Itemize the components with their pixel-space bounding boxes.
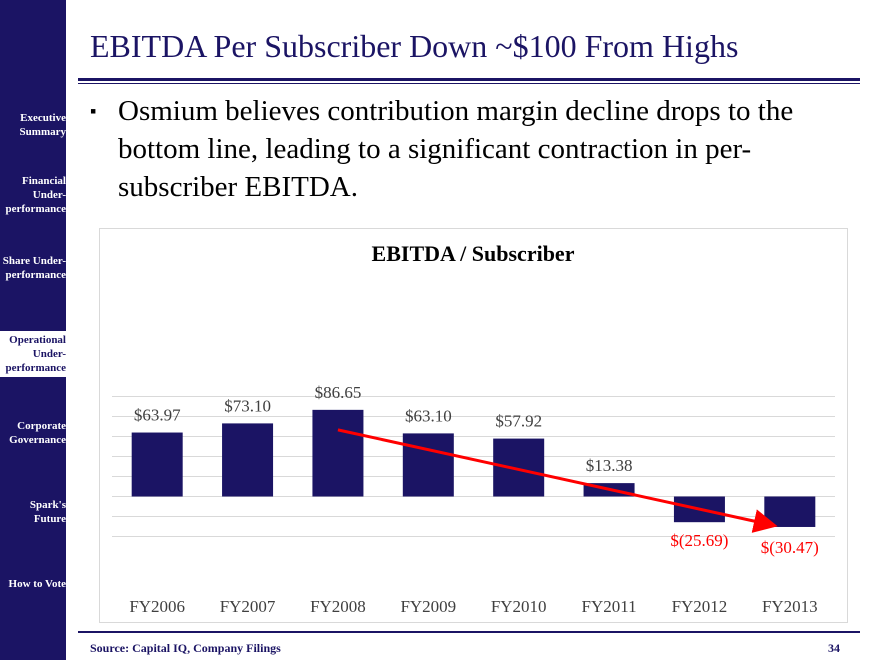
data-label-fy2011: $13.38 <box>586 456 633 475</box>
data-label-fy2010: $57.92 <box>495 412 542 431</box>
footer-divider <box>78 631 860 633</box>
data-label-fy2009: $63.10 <box>405 406 452 425</box>
x-tick-fy2010: FY2010 <box>491 597 547 616</box>
sidebar-item-5[interactable]: Corporate Governance <box>9 420 66 446</box>
bar-fy2008 <box>312 409 364 497</box>
sidebar-item-7[interactable]: How to Vote <box>8 578 66 590</box>
bar-fy2007 <box>222 423 274 497</box>
sidebar-item-6[interactable]: Spark's Future <box>29 499 66 525</box>
x-axis-ticks: FY2006 FY2007 FY2008 FY2009 FY2010 FY2011 FY20… <box>129 597 817 616</box>
bar-fy2010 <box>493 438 545 497</box>
bar-fy2009 <box>402 433 454 497</box>
x-tick-fy2007: FY2007 <box>220 597 276 616</box>
data-label-fy2006: $63.97 <box>134 406 181 425</box>
x-tick-fy2009: FY2009 <box>400 597 456 616</box>
chart-title: EBITDA / Subscriber <box>372 241 575 266</box>
chart-container: EBITDA / Subscriber $63.97 $73.10 $86.65 $6… <box>99 228 848 623</box>
page-number: 34 <box>828 641 840 655</box>
data-label-fy2013: $(30.47) <box>761 538 819 557</box>
sidebar-item-1[interactable]: Executive Summary <box>19 112 66 138</box>
x-tick-fy2011: FY2011 <box>582 597 637 616</box>
data-label-fy2012: $(25.69) <box>670 531 728 550</box>
bar-fy2013 <box>764 496 816 527</box>
data-labels: $63.97 $73.10 $86.65 $63.10 $57.92 $13.38 $(25… <box>134 383 819 557</box>
sidebar: Executive Summary Financial Under-perform… <box>0 0 66 660</box>
x-tick-fy2008: FY2008 <box>310 597 366 616</box>
x-tick-fy2012: FY2012 <box>672 597 728 616</box>
x-tick-fy2013: FY2013 <box>762 597 818 616</box>
sidebar-item-3[interactable]: Share Under-performance <box>2 255 66 281</box>
bar-fy2006 <box>131 432 183 497</box>
page-title: EBITDA Per Subscriber Down ~$100 From Hi… <box>90 28 739 64</box>
bars <box>131 409 816 527</box>
sidebar-background <box>0 0 66 660</box>
bullet-text: Osmium believes contribution margin decl… <box>118 95 794 203</box>
sidebar-item-2[interactable]: Financial Under-performance <box>5 175 66 215</box>
bullet-marker: ▪ <box>90 101 97 121</box>
x-tick-fy2006: FY2006 <box>129 597 185 616</box>
title-divider-thick <box>78 78 860 81</box>
ebitda-per-subscriber-chart: EBITDA / Subscriber $63.97 $73.10$86.65$6… <box>112 241 835 616</box>
data-label-fy2008: $86.65 <box>315 383 362 402</box>
data-label-fy2007: $73.10 <box>224 396 271 415</box>
sidebar-item-4[interactable]: Operational Under-performance <box>0 331 66 377</box>
title-divider-thin <box>78 83 860 84</box>
trend-arrow <box>337 428 778 533</box>
footer-source: Source: Capital IQ, Company Filings <box>90 641 281 655</box>
